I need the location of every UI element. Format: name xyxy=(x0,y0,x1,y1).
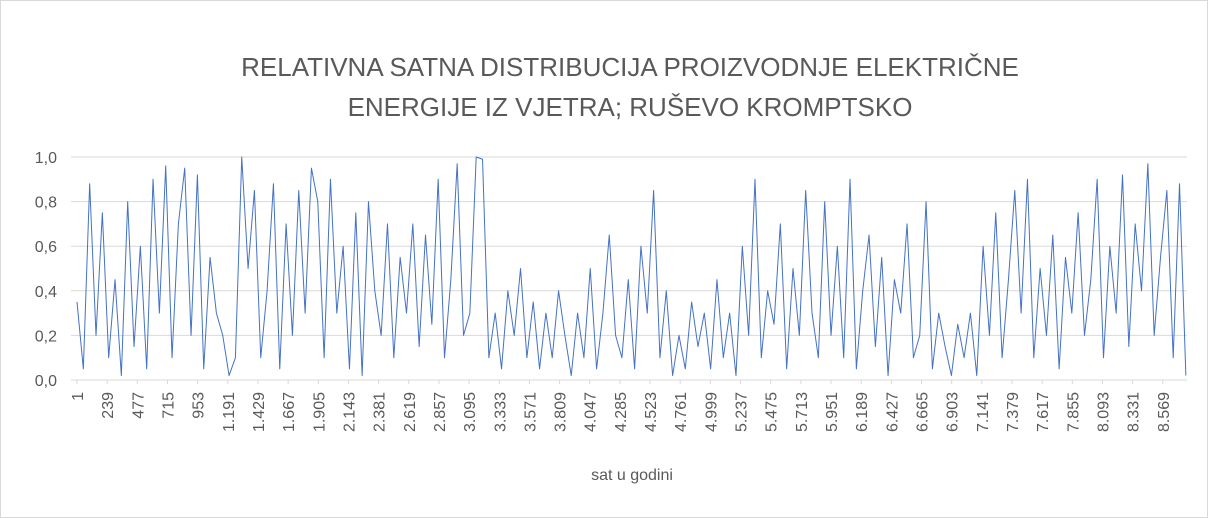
x-tick-label: 1.905 xyxy=(311,392,328,432)
x-tick-label: 2.619 xyxy=(402,392,419,432)
x-tick-label: 6.903 xyxy=(945,392,962,432)
x-tick-label: 5.951 xyxy=(824,392,841,432)
x-tick-label: 2.143 xyxy=(341,392,358,432)
x-tick-label: 6.189 xyxy=(854,392,871,432)
x-tick-label: 1.667 xyxy=(281,392,298,432)
x-tick-label: 6.665 xyxy=(915,392,932,432)
x-tick-label: 477 xyxy=(130,392,147,419)
x-axis-title: sat u godini xyxy=(591,467,673,484)
y-tick-label: 0,4 xyxy=(35,284,57,301)
x-tick-label: 4.523 xyxy=(643,392,660,432)
x-tick-label: 1.429 xyxy=(251,392,268,432)
x-tick-label: 7.379 xyxy=(1005,392,1022,432)
x-tick-label: 4.047 xyxy=(583,392,600,432)
x-tick-label: 8.569 xyxy=(1156,392,1173,432)
x-tick-label: 4.285 xyxy=(613,392,630,432)
y-tick-label: 0,8 xyxy=(35,195,57,212)
x-tick-label: 3.095 xyxy=(462,392,479,432)
x-tick-label: 6.427 xyxy=(884,392,901,432)
x-tick-label: 4.999 xyxy=(703,392,720,432)
x-tick-label: 5.475 xyxy=(764,392,781,432)
y-tick-label: 1,0 xyxy=(35,150,57,167)
chart-title: RELATIVNA SATNA DISTRIBUCIJA PROIZVODNJE… xyxy=(241,52,1019,82)
x-tick-label: 4.761 xyxy=(673,392,690,432)
x-tick-label: 7.855 xyxy=(1065,392,1082,432)
x-tick-label: 2.381 xyxy=(372,392,389,432)
x-tick-label: 3.333 xyxy=(492,392,509,432)
x-tick-label: 2.857 xyxy=(432,392,449,432)
y-tick-label: 0,6 xyxy=(35,239,57,256)
x-tick-label: 5.237 xyxy=(734,392,751,432)
data-line xyxy=(76,156,1187,377)
x-tick-label: 715 xyxy=(160,392,177,419)
x-tick-label: 7.617 xyxy=(1035,392,1052,432)
x-tick-label: 8.331 xyxy=(1126,392,1143,432)
x-tick-label: 953 xyxy=(191,392,208,419)
x-tick-label: 3.571 xyxy=(522,392,539,432)
x-tick-label: 5.713 xyxy=(794,392,811,432)
x-tick-label: 3.809 xyxy=(553,392,570,432)
x-tick-label: 1 xyxy=(70,392,87,401)
y-tick-label: 0,0 xyxy=(35,373,57,390)
chart-title: ENERGIJE IZ VJETRA; RUŠEVO KROMPTSKO xyxy=(348,92,913,122)
x-tick-label: 1.191 xyxy=(221,392,238,432)
y-tick-label: 0,2 xyxy=(35,328,57,345)
x-tick-label: 7.141 xyxy=(975,392,992,432)
x-tick-label: 239 xyxy=(100,392,117,419)
x-tick-label: 8.093 xyxy=(1095,392,1112,432)
